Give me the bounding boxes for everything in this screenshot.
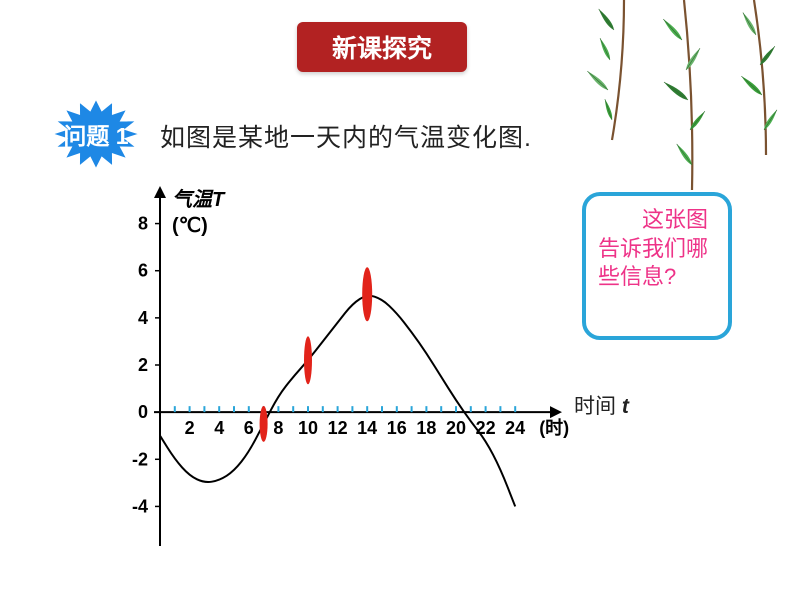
svg-text:20: 20 bbox=[446, 418, 466, 438]
svg-text:6: 6 bbox=[244, 418, 254, 438]
svg-text:8: 8 bbox=[138, 214, 148, 234]
svg-text:6: 6 bbox=[138, 261, 148, 281]
svg-text:4: 4 bbox=[214, 418, 224, 438]
svg-text:22: 22 bbox=[476, 418, 496, 438]
svg-text:0: 0 bbox=[138, 402, 148, 422]
section-title: 新课探究 bbox=[332, 29, 432, 65]
svg-text:2: 2 bbox=[185, 418, 195, 438]
svg-text:(℃): (℃) bbox=[172, 215, 208, 237]
vine-decoration bbox=[584, 0, 794, 200]
question-badge-label: 问题 1 bbox=[63, 117, 128, 151]
callout-text: 这张图告诉我们哪些信息? bbox=[598, 206, 716, 292]
time-axis-label: 时间 t bbox=[574, 390, 629, 420]
question-text: 如图是某地一天内的气温变化图. bbox=[160, 118, 532, 154]
svg-text:-2: -2 bbox=[132, 449, 148, 469]
svg-text:10: 10 bbox=[298, 418, 318, 438]
svg-text:4: 4 bbox=[138, 308, 148, 328]
svg-text:-4: -4 bbox=[132, 496, 148, 516]
svg-text:气温T: 气温T bbox=[172, 188, 226, 211]
svg-text:2: 2 bbox=[138, 355, 148, 375]
svg-text:12: 12 bbox=[328, 418, 348, 438]
svg-text:14: 14 bbox=[357, 418, 377, 438]
callout-bubble: 这张图告诉我们哪些信息? bbox=[582, 192, 732, 340]
svg-text:24: 24 bbox=[505, 418, 525, 438]
svg-text:18: 18 bbox=[416, 418, 436, 438]
svg-text:(时): (时) bbox=[539, 418, 569, 438]
svg-text:8: 8 bbox=[273, 418, 283, 438]
temperature-chart: -4-22468024681012141618202224(时)气温T(℃) bbox=[60, 180, 570, 580]
section-title-box: 新课探究 bbox=[297, 22, 467, 72]
svg-text:16: 16 bbox=[387, 418, 407, 438]
question-badge: 问题 1 bbox=[48, 96, 144, 172]
